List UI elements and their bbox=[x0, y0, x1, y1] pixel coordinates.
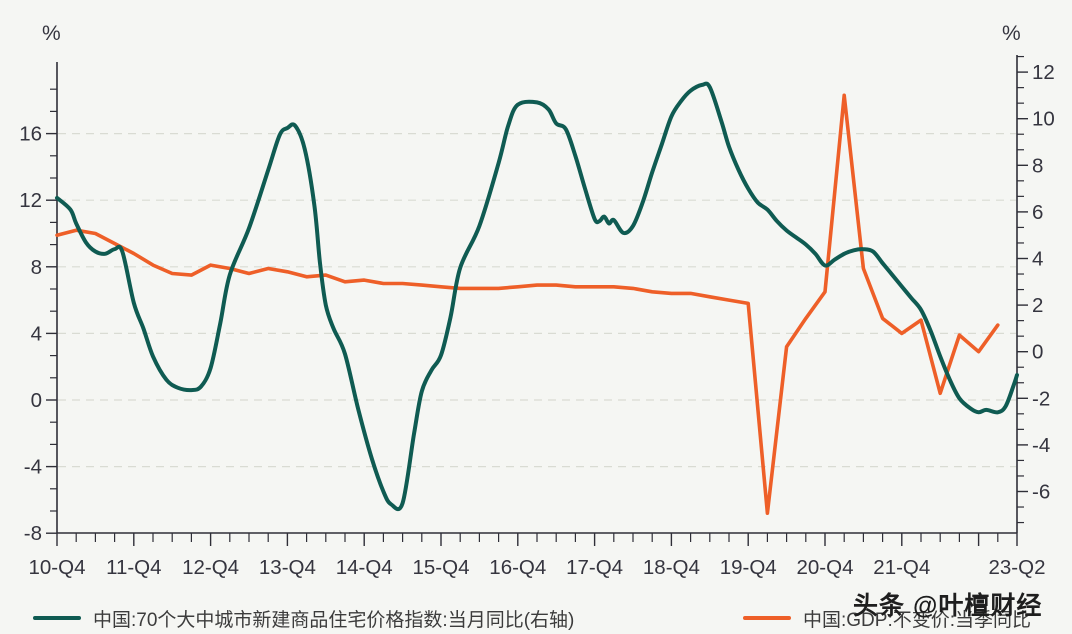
legend: 中国:70个大中城市新建商品住宅价格指数:当月同比(右轴) 中国:GDP:不变价… bbox=[0, 603, 1072, 633]
left-axis-unit: % bbox=[42, 22, 61, 45]
x-axis-tick-label: 19-Q4 bbox=[720, 556, 777, 579]
right-axis-tick-label: -4 bbox=[1032, 434, 1050, 457]
x-axis-tick-label: 17-Q4 bbox=[566, 556, 623, 579]
right-axis-tick-label: 2 bbox=[1032, 294, 1043, 317]
right-axis-unit: % bbox=[1002, 22, 1021, 45]
x-axis-tick-label: 13-Q4 bbox=[259, 556, 316, 579]
x-axis-tick-label: 20-Q4 bbox=[797, 556, 854, 579]
x-axis-tick-label: 16-Q4 bbox=[489, 556, 546, 579]
legend-item-gdp: 中国:GDP:不变价:当季同比 bbox=[743, 603, 1031, 633]
x-axis-tick-label: 12-Q4 bbox=[182, 556, 239, 579]
right-axis-tick-label: 6 bbox=[1032, 201, 1043, 224]
right-axis-tick-label: -2 bbox=[1032, 387, 1050, 410]
legend-label-housing: 中国:70个大中城市新建商品住宅价格指数:当月同比(右轴) bbox=[93, 609, 575, 631]
left-axis-tick-label: 0 bbox=[31, 389, 42, 412]
right-axis-tick-label: 12 bbox=[1032, 61, 1055, 84]
right-axis-tick-label: 4 bbox=[1032, 248, 1043, 271]
x-axis-tick-label: 18-Q4 bbox=[643, 556, 700, 579]
x-axis-tick-label: 11-Q4 bbox=[106, 556, 161, 579]
left-axis-tick-label: 8 bbox=[31, 256, 42, 279]
right-axis-tick-label: 8 bbox=[1032, 154, 1043, 177]
legend-label-gdp: 中国:GDP:不变价:当季同比 bbox=[803, 609, 1032, 631]
x-axis-tick-label: 23-Q2 bbox=[989, 556, 1046, 579]
x-axis-tick-label: 10-Q4 bbox=[29, 556, 86, 579]
left-axis-tick-label: 16 bbox=[19, 123, 42, 146]
left-axis-tick-label: -8 bbox=[24, 522, 42, 545]
x-axis-tick-label: 14-Q4 bbox=[336, 556, 393, 579]
legend-item-housing: 中国:70个大中城市新建商品住宅价格指数:当月同比(右轴) bbox=[33, 603, 574, 633]
legend-swatch-housing bbox=[33, 616, 81, 620]
right-axis-tick-label: -6 bbox=[1032, 481, 1050, 504]
series-line-housing-price-index bbox=[55, 81, 1019, 512]
right-axis-tick-label: 10 bbox=[1032, 108, 1055, 131]
x-axis-tick-label: 15-Q4 bbox=[413, 556, 470, 579]
left-axis-tick-label: 12 bbox=[19, 189, 42, 212]
watermark: 头条 @叶檀财经 bbox=[853, 592, 1043, 620]
left-axis-tick-label: -4 bbox=[24, 456, 42, 479]
right-axis-tick-label: 0 bbox=[1032, 341, 1043, 364]
series-line-gdp-yoy bbox=[55, 93, 1000, 515]
x-axis-tick-label: 21-Q4 bbox=[873, 556, 930, 579]
left-axis-tick-label: 4 bbox=[31, 322, 42, 345]
legend-swatch-gdp bbox=[743, 616, 791, 620]
